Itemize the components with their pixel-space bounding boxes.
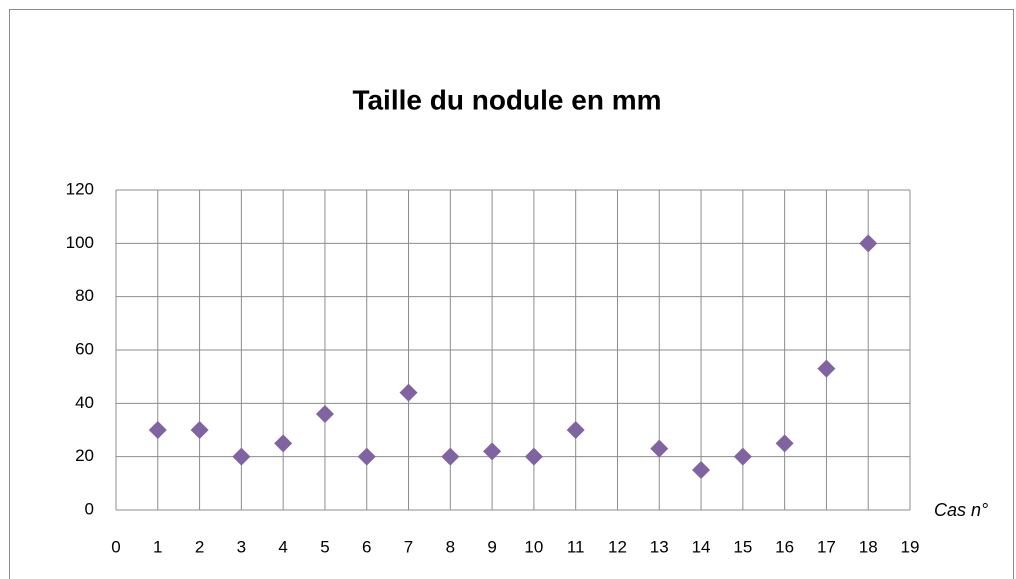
marker xyxy=(483,442,502,461)
x-tick-label: 15 xyxy=(733,537,752,556)
marker xyxy=(817,359,836,378)
y-tick-label: 20 xyxy=(75,446,94,465)
x-tick-label: 19 xyxy=(901,537,920,556)
marker xyxy=(274,434,293,453)
x-tick-label: 16 xyxy=(775,537,794,556)
y-tick-label: 60 xyxy=(75,339,94,358)
x-tick-label: 14 xyxy=(692,537,711,556)
y-tick-label: 0 xyxy=(85,499,94,518)
marker xyxy=(733,447,752,466)
marker xyxy=(775,434,794,453)
y-tick-label: 80 xyxy=(75,286,94,305)
x-tick-label: 3 xyxy=(237,537,246,556)
marker xyxy=(232,447,251,466)
x-tick-label: 2 xyxy=(195,537,204,556)
x-tick-label: 7 xyxy=(404,537,413,556)
marker xyxy=(190,421,209,439)
x-tick-label: 13 xyxy=(650,537,669,556)
x-tick-label: 1 xyxy=(153,537,162,556)
marker xyxy=(524,447,543,466)
x-tick-label: 4 xyxy=(278,537,287,556)
x-tick-label: 6 xyxy=(362,537,371,556)
x-tick-label: 18 xyxy=(859,537,878,556)
y-tick-label: 120 xyxy=(66,179,94,198)
marker xyxy=(357,447,376,466)
marker xyxy=(441,447,460,466)
chart-frame xyxy=(9,9,1014,579)
x-tick-label: 0 xyxy=(111,537,120,556)
x-tick-label: 9 xyxy=(487,537,496,556)
marker xyxy=(650,439,669,458)
chart-title: Taille du nodule en mm xyxy=(352,84,661,115)
x-tick-label: 12 xyxy=(608,537,627,556)
marker xyxy=(566,421,585,439)
x-tick-label: 5 xyxy=(320,537,329,556)
y-tick-label: 40 xyxy=(75,393,94,412)
x-tick-label: 10 xyxy=(524,537,543,556)
x-tick-label: 8 xyxy=(446,537,455,556)
x-tick-label: 17 xyxy=(817,537,836,556)
x-tick-label: 11 xyxy=(567,537,585,556)
y-tick-label: 100 xyxy=(66,233,94,252)
x-axis-label: Cas n° xyxy=(934,500,988,520)
marker xyxy=(399,383,418,402)
marker xyxy=(692,461,711,479)
marker xyxy=(148,421,167,439)
marker xyxy=(315,405,334,423)
marker xyxy=(859,234,878,253)
